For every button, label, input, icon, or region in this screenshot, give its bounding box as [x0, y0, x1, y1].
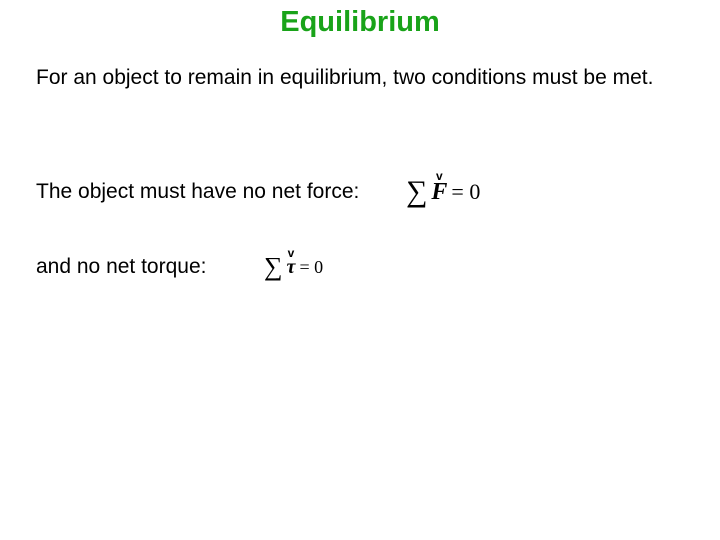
- sigma-icon: ∑: [406, 177, 431, 207]
- slide-title: Equilibrium: [0, 6, 720, 39]
- torque-line: and no net torque: ∑ v τ = 0: [36, 255, 684, 279]
- force-text: The object must have no net force:: [36, 180, 359, 204]
- torque-text: and no net torque:: [36, 255, 206, 279]
- torque-equation: ∑ v τ = 0: [264, 254, 323, 280]
- vector-mark-icon: v: [436, 170, 443, 182]
- force-equation: ∑ v F = 0: [406, 177, 480, 207]
- slide-container: Equilibrium For an object to remain in e…: [0, 0, 720, 540]
- vector-tau: v τ: [287, 257, 296, 277]
- intro-paragraph: For an object to remain in equilibrium, …: [36, 66, 684, 90]
- vector-F: v F: [431, 180, 447, 204]
- equals-zero: = 0: [447, 179, 480, 205]
- sigma-icon: ∑: [264, 254, 287, 280]
- equals-zero: = 0: [295, 257, 323, 278]
- force-line: The object must have no net force: ∑ v F…: [36, 180, 684, 204]
- vector-mark-icon: v: [288, 247, 295, 259]
